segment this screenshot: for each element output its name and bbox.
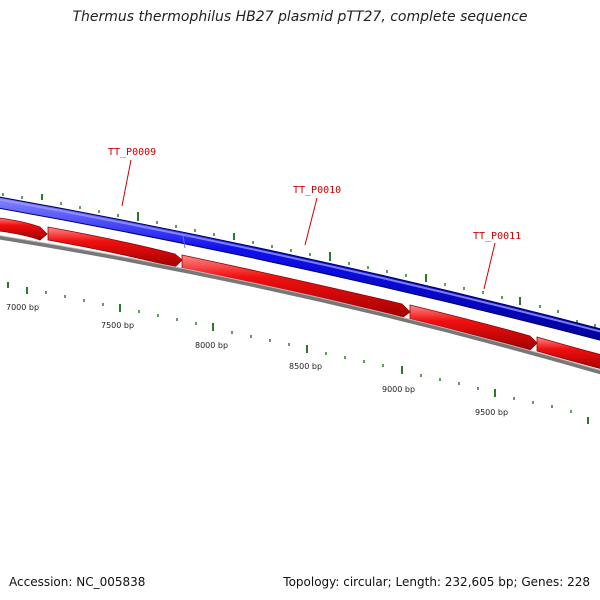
bp-label: 8000 bp — [195, 341, 228, 350]
backbone-line — [0, 235, 600, 375]
bp-label: 9500 bp — [475, 408, 508, 417]
gene-label[interactable]: TT_P0010 — [293, 185, 341, 196]
inner-tick-marks — [7, 282, 589, 424]
bp-label: 7500 bp — [101, 321, 134, 330]
gene-arrow[interactable] — [0, 217, 48, 241]
gene-label-leader — [483, 242, 496, 290]
bp-position-labels: 7000 bp 7500 bp 8000 bp 8500 bp 9000 bp … — [6, 303, 508, 417]
reverse-strand-track — [0, 217, 600, 371]
map-title: Thermus thermophilus HB27 plasmid pTT27,… — [72, 9, 528, 25]
bp-label: 7000 bp — [6, 303, 39, 312]
gene-labels: TT_P0009 TT_P0010 TT_P0011 — [108, 147, 521, 290]
gene-arrow[interactable] — [536, 336, 600, 371]
outer-tick-marks — [2, 193, 596, 328]
gene-label-leader — [304, 197, 318, 246]
bp-label: 9000 bp — [382, 385, 415, 394]
accession-text: Accession: NC_005838 — [9, 575, 146, 589]
gene-label[interactable]: TT_P0009 — [108, 147, 156, 158]
topology-summary-text: Topology: circular; Length: 232,605 bp; … — [283, 575, 590, 589]
bp-label: 8500 bp — [289, 362, 322, 371]
gene-arrow[interactable] — [47, 226, 183, 268]
gene-label[interactable]: TT_P0011 — [473, 231, 521, 242]
gene-label-leader — [121, 159, 132, 207]
forward-strand-track — [0, 196, 600, 341]
